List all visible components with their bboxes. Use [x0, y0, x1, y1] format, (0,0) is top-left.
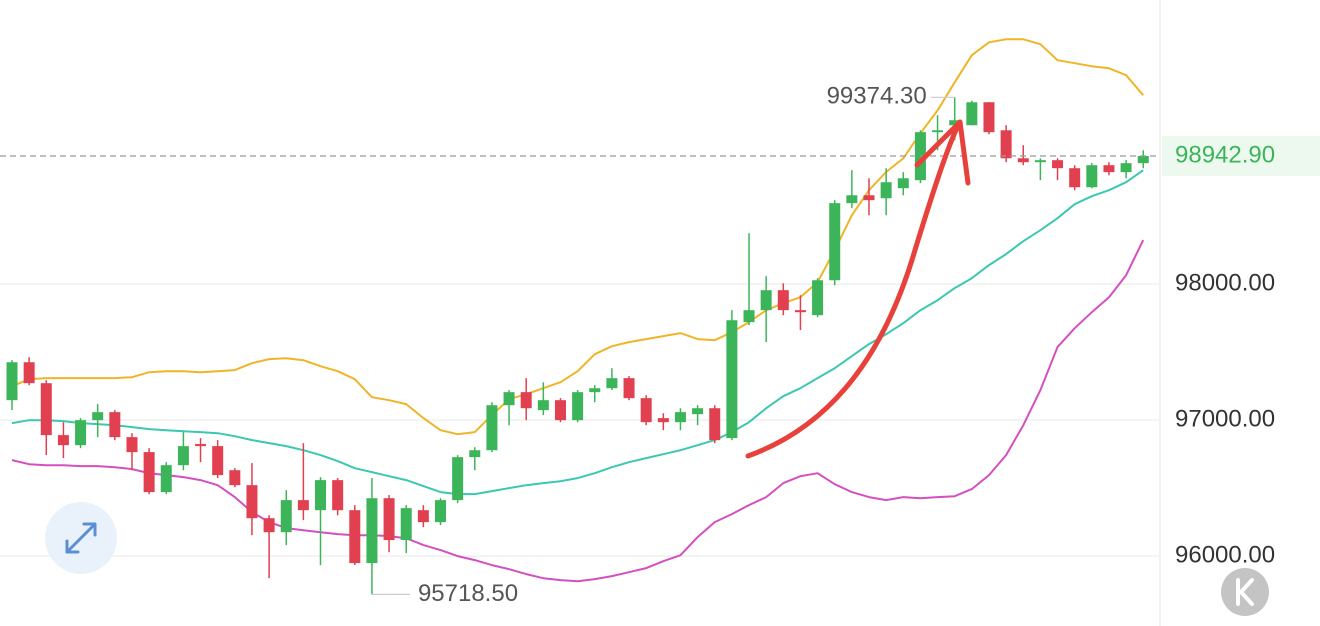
candle-body	[777, 290, 789, 311]
candle-body	[863, 195, 875, 201]
candle-body	[23, 362, 35, 384]
candle-body	[366, 498, 378, 564]
candle-body	[983, 102, 995, 133]
candle-body	[246, 485, 258, 519]
logo-button[interactable]	[1221, 568, 1269, 616]
candle-body	[1052, 160, 1064, 169]
candle-body	[606, 378, 618, 389]
candle-body	[674, 412, 686, 423]
annotations: 98942.90 99374.30 95718.50	[0, 83, 1320, 607]
candle-body	[760, 290, 772, 311]
candle-body	[1120, 163, 1132, 173]
candle-body	[297, 500, 309, 511]
candle-body	[195, 444, 207, 447]
candle-body	[263, 518, 275, 533]
drawn-arrow	[745, 119, 963, 459]
candle-body	[280, 500, 292, 533]
candle-body	[932, 130, 944, 133]
candle-body	[383, 498, 395, 541]
candle-body	[486, 405, 498, 451]
candle-body	[726, 320, 738, 439]
candle-body	[1086, 165, 1098, 188]
band-line	[11, 38, 1144, 436]
candle-body	[92, 412, 104, 421]
candle-body	[75, 420, 87, 446]
candles	[6, 97, 1149, 595]
candle-body	[57, 435, 69, 446]
logo-icon[interactable]	[1236, 578, 1254, 606]
candle-body	[349, 510, 361, 564]
candle-body	[503, 392, 515, 406]
candle-body	[212, 446, 224, 476]
candle-body	[709, 408, 721, 441]
candle-body	[143, 452, 155, 493]
expand-button[interactable]	[45, 502, 117, 574]
candle-body	[657, 418, 669, 423]
candle-body	[949, 120, 961, 126]
candle-body	[126, 437, 138, 453]
candle-body	[6, 362, 18, 401]
candle-body	[846, 195, 858, 204]
y-tick-label: 97000.00	[1175, 406, 1275, 433]
candle-body	[315, 480, 327, 511]
min-label: 95718.50	[418, 580, 518, 607]
candle-body	[452, 457, 464, 501]
expand-icon[interactable]	[65, 522, 97, 554]
candle-body	[1103, 165, 1115, 173]
last-price-label: 98942.90	[1175, 141, 1275, 168]
candle-body	[400, 508, 412, 541]
candle-body	[177, 446, 189, 466]
band-line	[11, 239, 1145, 583]
candle-body	[812, 280, 824, 316]
candle-body	[589, 388, 601, 393]
candle-body	[966, 102, 978, 126]
y-tick-label: 96000.00	[1175, 541, 1275, 568]
candle-body	[417, 510, 429, 523]
candle-body	[692, 408, 704, 415]
drawn-arrow-head	[914, 119, 971, 186]
candle-body	[1069, 168, 1081, 188]
last-price-box	[1162, 135, 1320, 176]
max-label: 99374.30	[827, 83, 927, 110]
candle-body	[332, 480, 344, 511]
candle-body	[229, 470, 241, 486]
candle-body	[743, 310, 755, 323]
candle-body	[109, 412, 121, 438]
candle-body	[880, 182, 892, 199]
candle-body	[1137, 155, 1149, 164]
candle-body	[572, 392, 584, 421]
candle-body	[640, 398, 652, 423]
candle-body	[435, 500, 446, 523]
candle-body	[1017, 158, 1029, 163]
y-tick-label: 98000.00	[1175, 270, 1275, 297]
logo-bg[interactable]	[1221, 568, 1269, 616]
candle-body	[537, 400, 549, 411]
candle-body	[40, 383, 52, 436]
band-line	[11, 169, 1144, 496]
candle-body	[554, 400, 566, 421]
band-lines	[11, 38, 1145, 583]
candle-body	[1000, 130, 1012, 159]
candle-body	[829, 203, 841, 281]
candle-body	[623, 378, 635, 399]
candle-body	[794, 310, 806, 313]
candle-body	[160, 465, 172, 493]
candle-body	[520, 392, 532, 409]
candle-body	[469, 450, 481, 458]
candle-body	[897, 178, 909, 189]
candle-body	[1034, 160, 1046, 163]
